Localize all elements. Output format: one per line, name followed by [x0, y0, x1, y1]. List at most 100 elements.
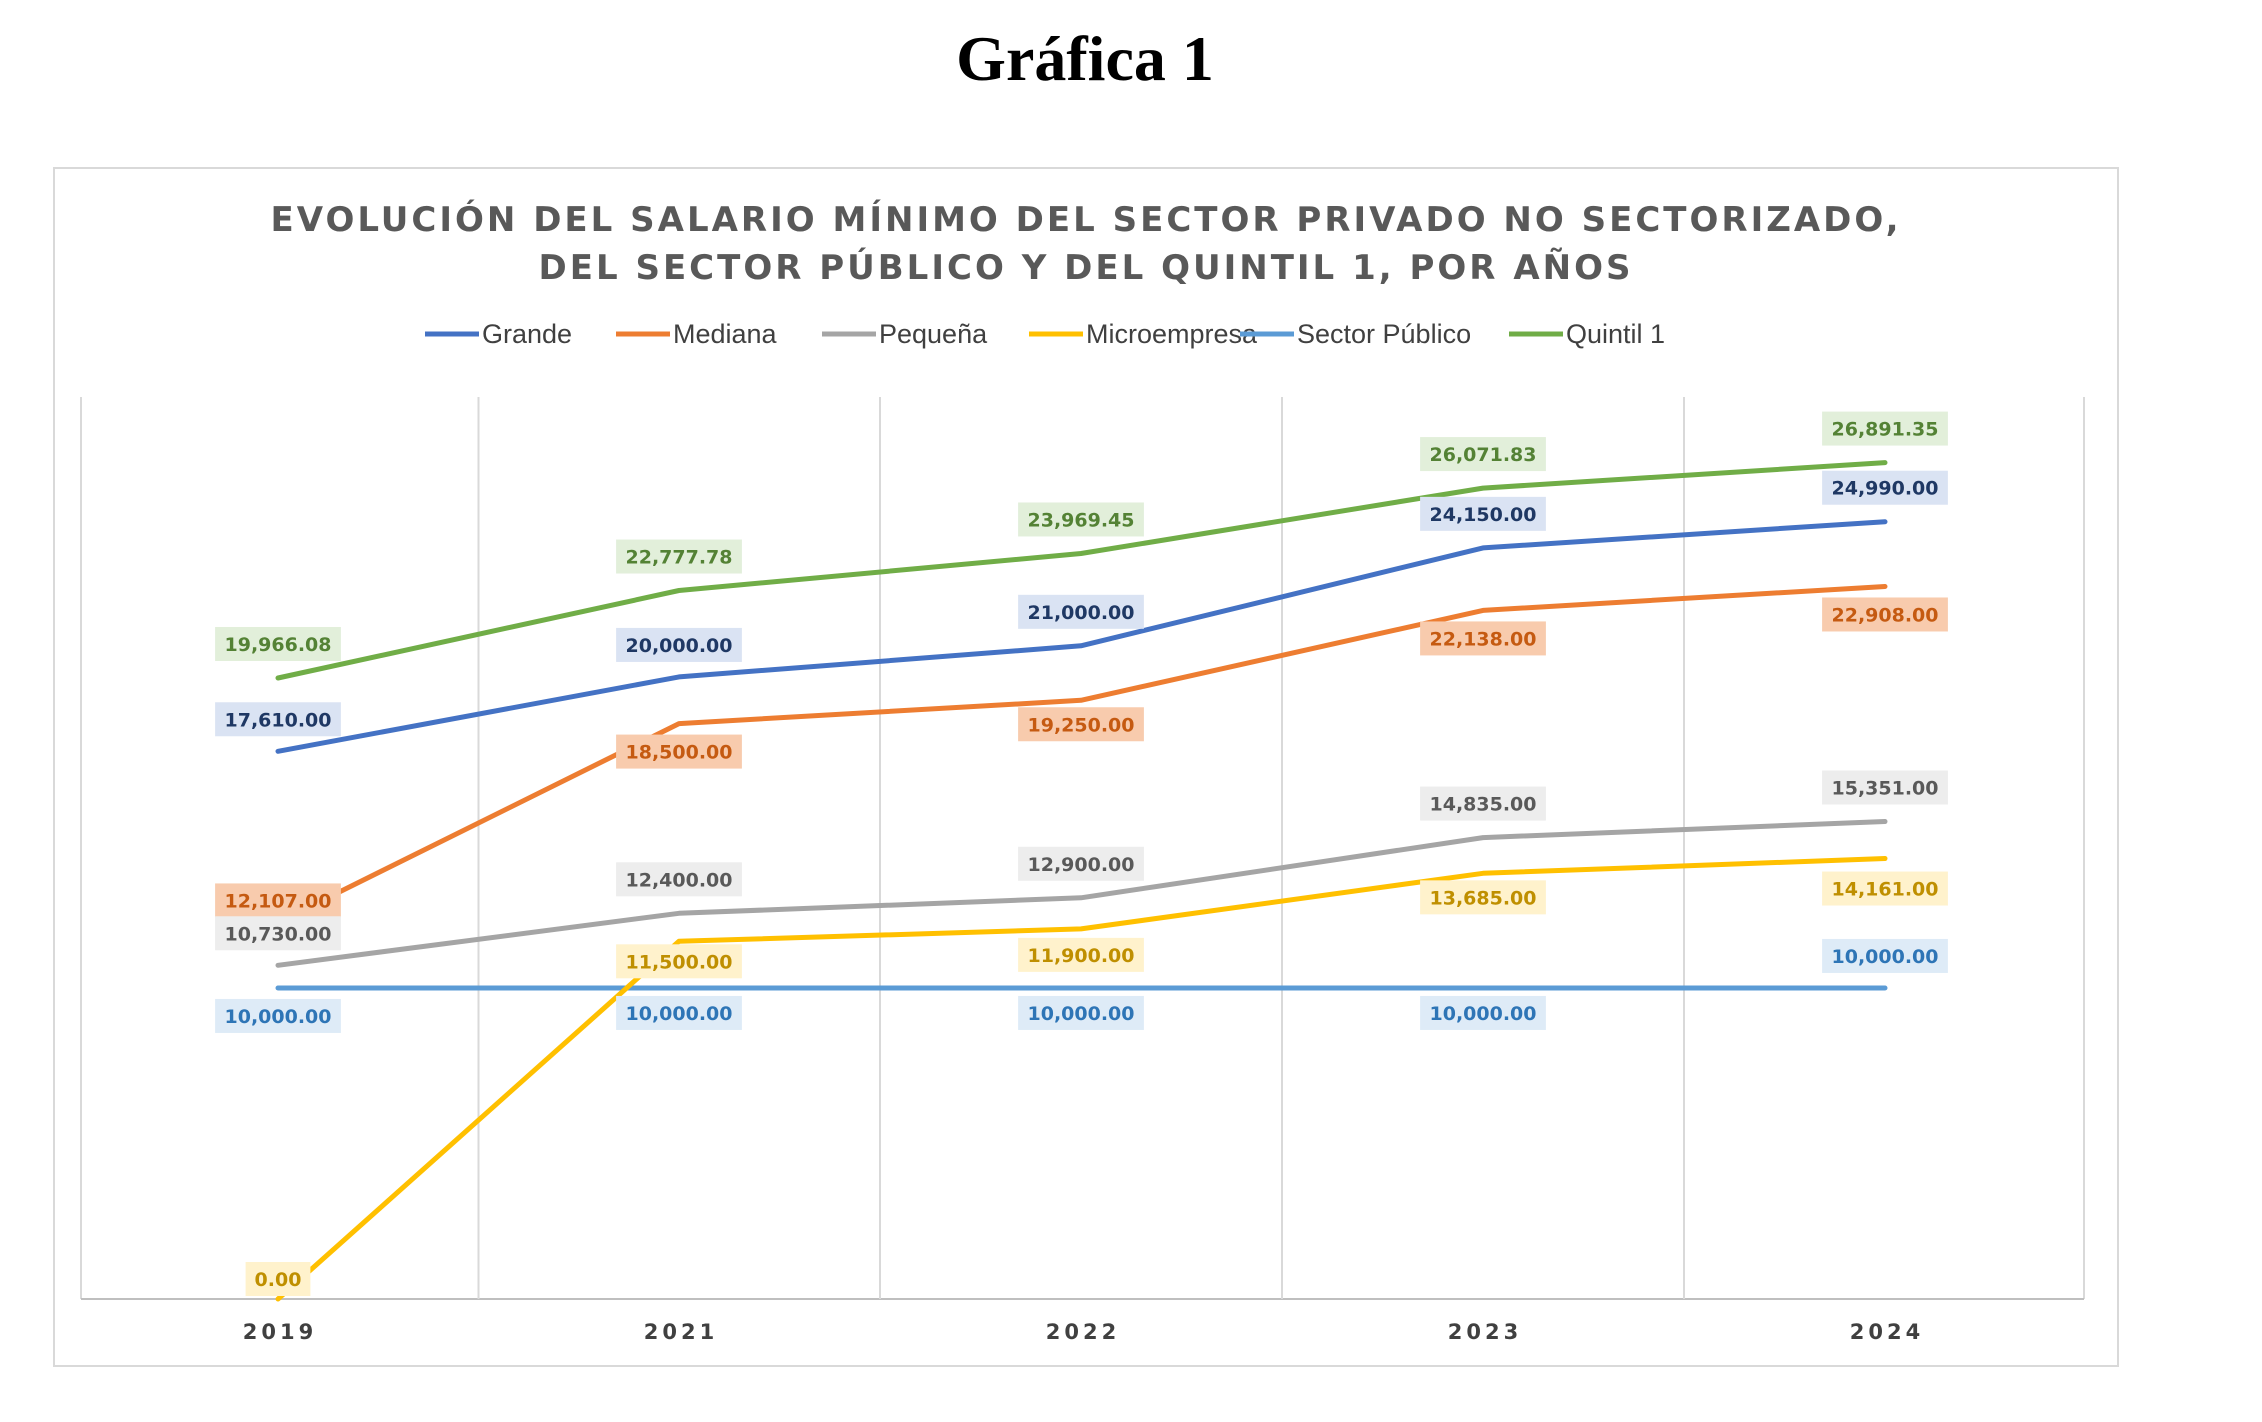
data-label-text: 17,610.00	[225, 709, 332, 731]
data-label-text: 20,000.00	[626, 635, 733, 657]
data-label: 22,138.00	[1420, 621, 1546, 656]
data-label-background	[616, 734, 742, 769]
data-label: 12,400.00	[616, 862, 742, 897]
series-line-quintil-1	[275, 460, 1888, 681]
data-label: 19,966.08	[215, 626, 341, 661]
data-label-background	[1822, 770, 1948, 805]
x-tick-label: 2019	[243, 1320, 317, 1344]
data-label-text: 19,250.00	[1028, 714, 1135, 736]
data-label: 10,000.00	[1822, 938, 1948, 973]
data-label: 26,071.83	[1420, 437, 1546, 472]
x-axis: 2019 2021 2022 2023 2024	[243, 1320, 1920, 1344]
legend-item-grande: Grande	[425, 319, 572, 349]
data-label-background	[1420, 437, 1546, 472]
data-label-background	[616, 944, 742, 979]
data-label-background	[1420, 995, 1546, 1030]
data-label-background	[1018, 594, 1144, 629]
data-label-background	[1822, 470, 1948, 505]
data-label-background	[1420, 880, 1546, 915]
data-label: 22,777.78	[616, 539, 742, 574]
legend-label: Mediana	[673, 319, 778, 349]
data-label-background	[215, 702, 341, 737]
data-label: 11,900.00	[1018, 937, 1144, 972]
series-lines	[275, 460, 1888, 1302]
data-label-text: 26,891.35	[1832, 419, 1939, 441]
data-label: 18,500.00	[616, 734, 742, 769]
data-label-text: 18,500.00	[626, 742, 733, 764]
data-label-text: 10,730.00	[225, 923, 332, 945]
legend-item-quintil-1: Quintil 1	[1509, 319, 1665, 349]
x-tick-label: 2021	[644, 1320, 718, 1344]
data-label: 19,250.00	[1018, 707, 1144, 742]
data-label-background	[1018, 937, 1144, 972]
data-label: 13,685.00	[1420, 880, 1546, 915]
data-label: 12,107.00	[215, 883, 341, 918]
data-label: 14,835.00	[1420, 786, 1546, 821]
data-label-text: 24,150.00	[1430, 504, 1537, 526]
data-label: 15,351.00	[1822, 770, 1948, 805]
data-label-background	[215, 626, 341, 661]
page-heading: Gráfica 1	[956, 23, 1214, 94]
data-label-text: 10,000.00	[626, 1003, 733, 1025]
data-label-text: 13,685.00	[1430, 887, 1537, 909]
series-line-pequena	[275, 819, 1888, 968]
data-label: 17,610.00	[215, 702, 341, 737]
data-label-background	[1018, 846, 1144, 881]
data-label: 10,000.00	[1420, 995, 1546, 1030]
data-label-text: 15,351.00	[1832, 778, 1939, 800]
data-label: 10,000.00	[1018, 995, 1144, 1030]
legend-label: Sector Público	[1297, 319, 1471, 349]
data-label-background	[616, 995, 742, 1030]
data-label-text: 23,969.45	[1028, 509, 1135, 531]
data-label: 0.00	[245, 1262, 311, 1296]
data-labels: 17,610.00 20,000.00 21,000.00 24,150.00 24,9…	[215, 411, 1948, 1296]
data-label-background	[215, 883, 341, 918]
series-line-microempresa	[275, 856, 1888, 1302]
data-label-background	[245, 1262, 311, 1296]
data-label-text: 10,000.00	[1832, 946, 1939, 968]
gridlines	[477, 397, 1685, 1299]
data-label: 21,000.00	[1018, 594, 1144, 629]
series-line-mediana	[275, 584, 1888, 925]
data-label-text: 22,138.00	[1430, 628, 1537, 650]
legend-label: Microempresa	[1086, 319, 1258, 349]
data-label: 12,900.00	[1018, 846, 1144, 881]
data-label-background	[1822, 411, 1948, 446]
data-label-background	[1018, 995, 1144, 1030]
data-label: 10,730.00	[215, 916, 341, 951]
data-label-text: 12,900.00	[1028, 854, 1135, 876]
data-label-text: 26,071.83	[1430, 444, 1537, 466]
data-label: 20,000.00	[616, 627, 742, 662]
data-label-text: 12,400.00	[626, 869, 733, 891]
legend-label: Quintil 1	[1566, 319, 1665, 349]
chart-frame: EVOLUCIÓN DEL SALARIO MÍNIMO DEL SECTOR …	[53, 167, 2119, 1367]
line-chart: EVOLUCIÓN DEL SALARIO MÍNIMO DEL SECTOR …	[80, 199, 2085, 1344]
data-label-background	[1420, 786, 1546, 821]
legend-item-sector-publico: Sector Público	[1240, 319, 1471, 349]
data-label: 24,150.00	[1420, 496, 1546, 531]
data-label-text: 22,777.78	[626, 547, 733, 569]
data-label: 14,161.00	[1822, 871, 1948, 906]
data-label: 24,990.00	[1822, 470, 1948, 505]
data-label-text: 0.00	[255, 1269, 302, 1291]
data-label-background	[215, 998, 341, 1033]
chart-title-line-1: EVOLUCIÓN DEL SALARIO MÍNIMO DEL SECTOR …	[271, 199, 1902, 240]
data-label-background	[215, 916, 341, 951]
chart-legend: Grande Mediana Pequeña Microempresa Sector P…	[425, 319, 1665, 349]
data-label-text: 10,000.00	[225, 1006, 332, 1028]
data-label-text: 12,107.00	[225, 890, 332, 912]
data-label-background	[1822, 871, 1948, 906]
data-label: 22,908.00	[1822, 597, 1948, 632]
data-label-text: 14,835.00	[1430, 794, 1537, 816]
data-label-text: 10,000.00	[1028, 1003, 1135, 1025]
data-label: 10,000.00	[215, 998, 341, 1033]
chart-title-line-2: DEL SECTOR PÚBLICO Y DEL QUINTIL 1, POR …	[539, 247, 1634, 288]
data-label: 23,969.45	[1018, 502, 1144, 537]
series-line-grande	[275, 519, 1888, 754]
data-label: 10,000.00	[616, 995, 742, 1030]
plot-area	[80, 397, 2085, 1300]
data-label-background	[1822, 938, 1948, 973]
data-label-text: 19,966.08	[225, 634, 332, 656]
data-label-background	[1420, 496, 1546, 531]
legend-label: Grande	[482, 319, 572, 349]
